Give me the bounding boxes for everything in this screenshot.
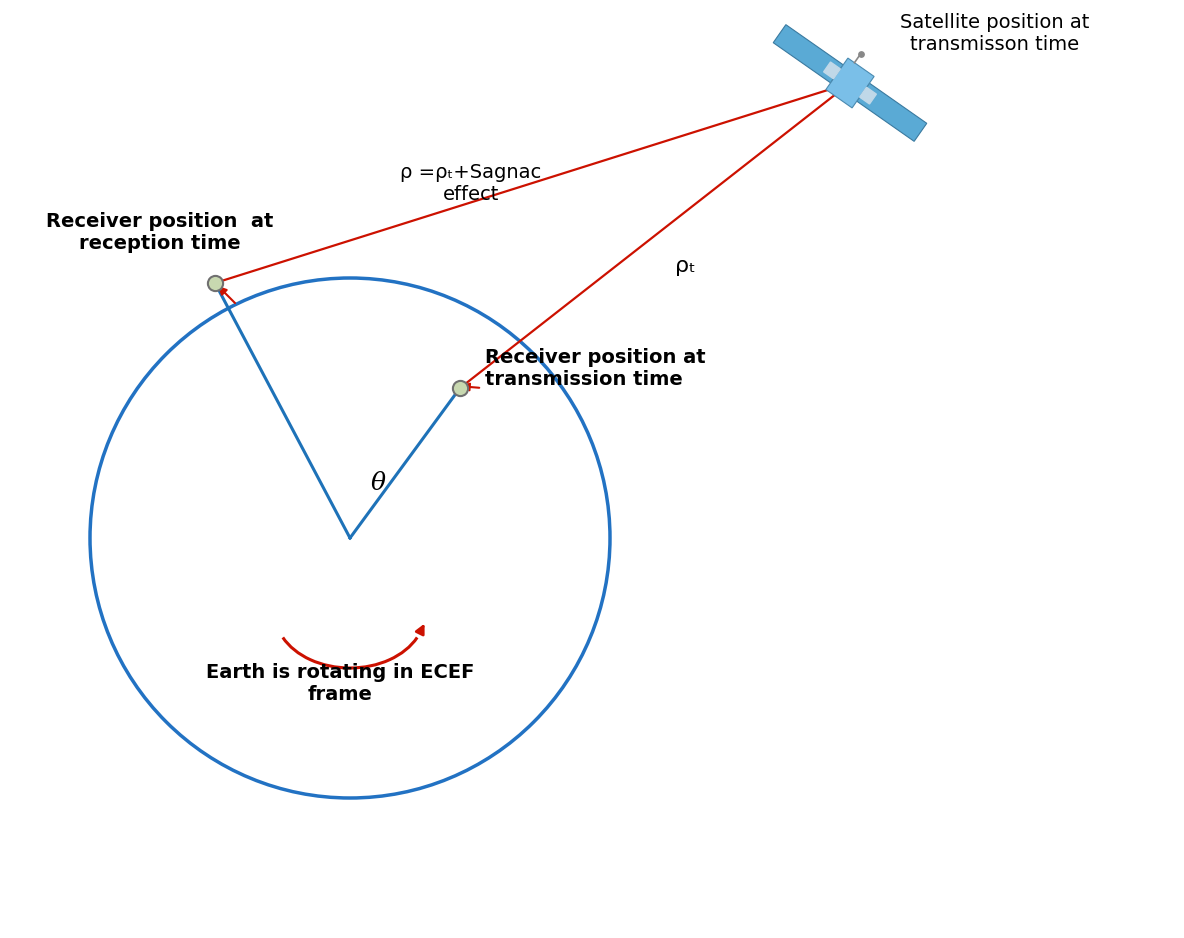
Text: Earth is rotating in ECEF
frame: Earth is rotating in ECEF frame [206, 662, 474, 704]
Text: θ: θ [371, 472, 386, 494]
Text: ρₜ: ρₜ [675, 256, 696, 276]
Text: ρ =ρₜ+Sagnac
effect: ρ =ρₜ+Sagnac effect [400, 162, 541, 204]
Polygon shape [826, 58, 874, 108]
Point [206, 276, 225, 291]
Text: Receiver position  at
reception time: Receiver position at reception time [46, 212, 274, 253]
Point [451, 381, 470, 396]
Point [851, 46, 870, 61]
Text: Satellite position at
transmisson time: Satellite position at transmisson time [900, 12, 1089, 53]
Text: Receiver position at
transmission time: Receiver position at transmission time [485, 347, 706, 388]
Polygon shape [773, 24, 843, 83]
Polygon shape [824, 62, 841, 79]
Polygon shape [857, 83, 927, 142]
Polygon shape [860, 87, 876, 104]
